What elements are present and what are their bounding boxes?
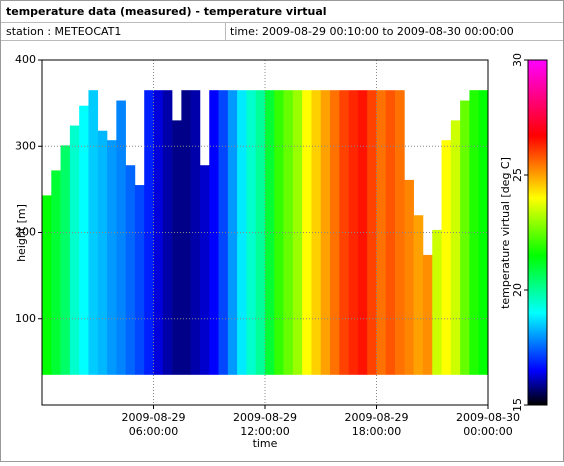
heat-cell [255, 90, 266, 375]
heat-cell [79, 105, 89, 375]
heat-cell [357, 90, 368, 375]
period: time: 2009-08-29 00:10:00 to 2009-08-30 … [230, 25, 514, 38]
colorbar-tick-label: 25 [511, 168, 524, 182]
heat-cell [450, 120, 461, 375]
colorbar [527, 59, 548, 406]
heat-cell [199, 165, 210, 375]
heat-cell [404, 179, 414, 375]
heat-cell [69, 125, 80, 375]
station: station : METEOCAT1 [6, 25, 121, 38]
heat-cell [172, 120, 182, 375]
heat-cell [209, 90, 219, 375]
x-tick-label: 06:00:00 [129, 425, 178, 438]
heat-cell [144, 90, 154, 375]
y-axis-label: height [m] [15, 204, 28, 262]
heat-cell [330, 90, 340, 375]
colorbar-tick-label: 15 [511, 398, 524, 412]
heat-cell [348, 90, 359, 375]
heat-cell [227, 90, 238, 375]
x-tick-label: 18:00:00 [352, 425, 401, 438]
x-tick-label: 12:00:00 [240, 425, 289, 438]
heat-cell [125, 165, 136, 375]
heat-cell [441, 140, 452, 375]
colorbar-label: temperature virtual [deg C] [499, 157, 512, 309]
y-tick-label: 100 [15, 312, 36, 325]
x-tick-label: 2009-08-29 [345, 411, 409, 424]
y-tick-label: 300 [15, 139, 36, 152]
heat-cell [413, 215, 424, 375]
colorbar-tick-label: 20 [511, 283, 524, 297]
chart-title: temperature data (measured) - temperatur… [6, 5, 327, 18]
heat-cell [320, 90, 331, 375]
heat-cell [237, 90, 247, 375]
plot-border [41, 59, 489, 406]
heat-cell [460, 100, 470, 375]
y-tick-label: 200 [15, 226, 36, 239]
heat-cell [422, 254, 433, 375]
x-tick-label: 2009-08-29 [122, 411, 186, 424]
colorbar-tick-label: 30 [511, 53, 524, 67]
y-tick-label: 400 [15, 53, 36, 66]
heat-cell [116, 100, 126, 375]
heat-cell [107, 140, 117, 375]
x-axis-label: time [253, 437, 278, 450]
heat-cell [162, 90, 173, 375]
x-tick-label: 2009-08-29 [233, 411, 297, 424]
heat-cell [97, 130, 108, 375]
heat-cell [432, 229, 442, 375]
heat-cell [265, 90, 275, 375]
heat-cell [339, 90, 349, 375]
x-tick-label: 00:00:00 [463, 425, 512, 438]
heat-cell [218, 90, 229, 375]
heat-cell [311, 90, 322, 375]
x-tick-label: 2009-08-30 [456, 411, 520, 424]
heat-cell [246, 90, 257, 375]
heat-cell [153, 90, 164, 375]
heat-cell [60, 145, 71, 375]
heat-cell [42, 195, 52, 375]
heat-cell [134, 185, 145, 375]
heat-cell [51, 170, 61, 375]
